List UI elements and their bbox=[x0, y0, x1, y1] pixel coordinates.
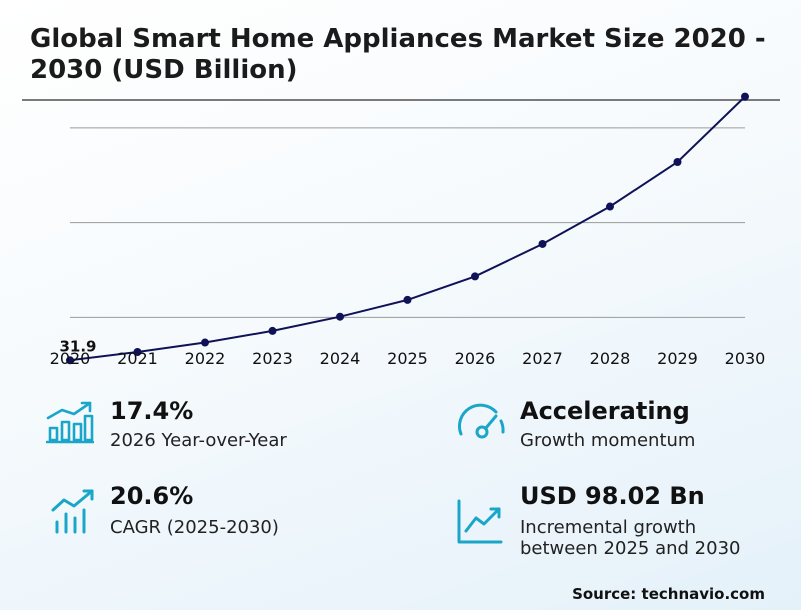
data-point-2024 bbox=[336, 312, 344, 321]
data-point-2022 bbox=[201, 338, 209, 347]
x-tick-2020: 2020 bbox=[50, 349, 91, 368]
stat-momentum: Accelerating Growth momentum bbox=[520, 397, 695, 451]
bar-growth-icon bbox=[46, 401, 94, 444]
series-line bbox=[69, 95, 746, 362]
data-point-2028 bbox=[606, 202, 614, 211]
stat-yoy: 17.4% 2026 Year-over-Year bbox=[110, 397, 287, 451]
stat-yoy-value: 17.4% bbox=[110, 397, 194, 425]
line-chart-icon bbox=[457, 499, 503, 544]
data-point-2027 bbox=[538, 239, 547, 248]
data-point-2030 bbox=[741, 92, 749, 101]
data-point-2020 bbox=[66, 356, 74, 365]
title-divider bbox=[22, 99, 780, 101]
gridlines bbox=[70, 127, 745, 318]
x-tick-2027: 2027 bbox=[522, 349, 563, 368]
x-tick-2026: 2026 bbox=[455, 349, 496, 368]
data-labels: 31.9 bbox=[59, 337, 96, 355]
x-tick-2030: 2030 bbox=[725, 349, 766, 368]
line-chart: 2020 2021 2022 2023 2024 2025 2026 2027 2028 2029… bbox=[50, 92, 766, 368]
stat-momentum-value: Accelerating bbox=[520, 397, 690, 425]
bar-trend-icon bbox=[51, 489, 94, 534]
x-tick-2023: 2023 bbox=[252, 349, 293, 368]
data-point-2026 bbox=[471, 272, 479, 281]
source-credit: Source: technavio.com bbox=[572, 585, 765, 603]
stat-cagr-value: 20.6% bbox=[110, 482, 194, 510]
data-point-2029 bbox=[673, 158, 682, 167]
stat-momentum-desc: Growth momentum bbox=[520, 430, 696, 451]
stat-incremental-desc: Incremental growth between 2025 and 2030 bbox=[520, 517, 741, 559]
stat-yoy-desc: 2026 Year-over-Year bbox=[110, 430, 287, 451]
data-points bbox=[66, 92, 749, 365]
data-point-2025 bbox=[403, 295, 412, 304]
x-tick-2028: 2028 bbox=[590, 349, 631, 368]
data-point-2021 bbox=[133, 348, 142, 357]
data-label-2020: 31.9 bbox=[59, 337, 96, 355]
x-tick-2021: 2021 bbox=[117, 349, 158, 368]
chart-title: Global Smart Home Appliances Market Size… bbox=[30, 24, 766, 85]
x-axis-ticks: 2020 2021 2022 2023 2024 2025 2026 2027 2028 2029… bbox=[50, 349, 766, 368]
x-tick-2024: 2024 bbox=[320, 349, 361, 368]
stat-incremental: USD 98.02 Bn Incremental growth between … bbox=[520, 482, 770, 559]
data-point-2023 bbox=[268, 326, 277, 335]
x-tick-2022: 2022 bbox=[185, 349, 226, 368]
x-tick-2029: 2029 bbox=[657, 349, 698, 368]
stat-incremental-value: USD 98.02 Bn bbox=[520, 482, 705, 510]
stat-cagr: 20.6% CAGR (2025-2030) bbox=[110, 482, 279, 538]
x-tick-2025: 2025 bbox=[387, 349, 428, 368]
gauge-icon bbox=[457, 403, 505, 439]
stat-cagr-desc: CAGR (2025-2030) bbox=[110, 517, 279, 538]
